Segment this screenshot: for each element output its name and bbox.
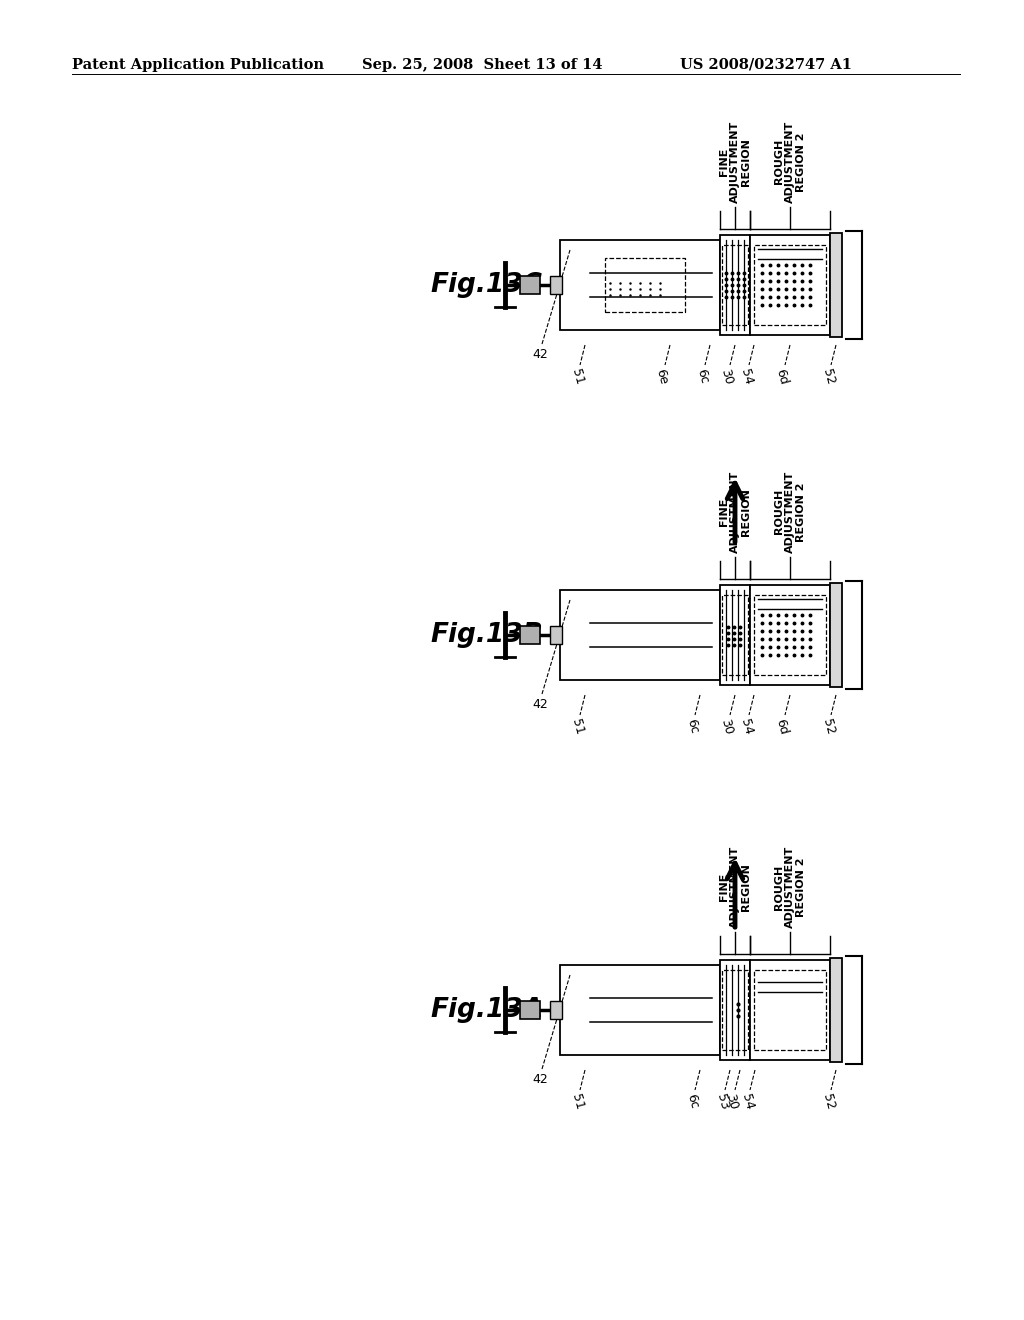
Bar [754, 970, 826, 1049]
Bar [722, 970, 748, 1049]
Text: FINE
ADJUSTMENT
REGION: FINE ADJUSTMENT REGION [719, 846, 751, 928]
Text: 51: 51 [568, 1092, 586, 1110]
Text: Sep. 25, 2008  Sheet 13 of 14: Sep. 25, 2008 Sheet 13 of 14 [362, 58, 602, 73]
Text: 54: 54 [737, 367, 755, 385]
Text: 42: 42 [532, 348, 548, 360]
Text: Patent Application Publication: Patent Application Publication [72, 58, 324, 73]
Text: 54: 54 [738, 1092, 756, 1110]
Text: 6c: 6c [684, 717, 700, 735]
Bar [830, 234, 842, 337]
Text: Fig.13A: Fig.13A [430, 997, 543, 1023]
Bar [750, 960, 830, 1060]
Text: 52: 52 [819, 1092, 837, 1110]
Bar [520, 276, 540, 294]
Text: 51: 51 [568, 717, 586, 735]
Text: ROUGH
ADJUSTMENT
REGION 2: ROUGH ADJUSTMENT REGION 2 [774, 120, 806, 203]
Text: 52: 52 [819, 367, 837, 385]
Text: 30: 30 [719, 367, 735, 385]
Bar [550, 1001, 562, 1019]
Text: ROUGH
ADJUSTMENT
REGION 2: ROUGH ADJUSTMENT REGION 2 [774, 846, 806, 928]
Text: Fig.13B: Fig.13B [430, 622, 543, 648]
Bar [550, 626, 562, 644]
Text: 42: 42 [532, 1073, 548, 1086]
Text: 51: 51 [568, 367, 586, 385]
Bar [520, 626, 540, 644]
Text: 52: 52 [819, 717, 837, 735]
Bar [720, 585, 750, 685]
Text: 30: 30 [724, 1092, 740, 1110]
Bar [560, 590, 720, 680]
Bar [830, 958, 842, 1063]
Bar [830, 583, 842, 686]
Bar [754, 595, 826, 675]
Text: ROUGH
ADJUSTMENT
REGION 2: ROUGH ADJUSTMENT REGION 2 [774, 471, 806, 553]
Text: 6e: 6e [653, 367, 671, 385]
Bar [520, 1001, 540, 1019]
Bar [720, 235, 750, 335]
Text: 6d: 6d [774, 367, 791, 385]
Bar [560, 240, 720, 330]
Bar [605, 257, 685, 312]
Text: 30: 30 [719, 717, 735, 735]
Text: US 2008/0232747 A1: US 2008/0232747 A1 [680, 58, 852, 73]
Text: 42: 42 [532, 698, 548, 711]
Bar [750, 235, 830, 335]
Text: FINE
ADJUSTMENT
REGION: FINE ADJUSTMENT REGION [719, 471, 751, 553]
Text: 53: 53 [714, 1092, 730, 1110]
Text: Fig.13C: Fig.13C [430, 272, 542, 298]
Bar [754, 246, 826, 325]
Text: 6d: 6d [774, 717, 791, 735]
Bar [722, 246, 748, 325]
Text: FINE
ADJUSTMENT
REGION: FINE ADJUSTMENT REGION [719, 120, 751, 203]
Bar [560, 965, 720, 1055]
Bar [550, 276, 562, 294]
Text: 6c: 6c [684, 1092, 700, 1110]
Bar [750, 585, 830, 685]
Bar [722, 595, 748, 675]
Text: 6c: 6c [694, 367, 711, 384]
Text: 54: 54 [737, 717, 755, 735]
Bar [720, 960, 750, 1060]
